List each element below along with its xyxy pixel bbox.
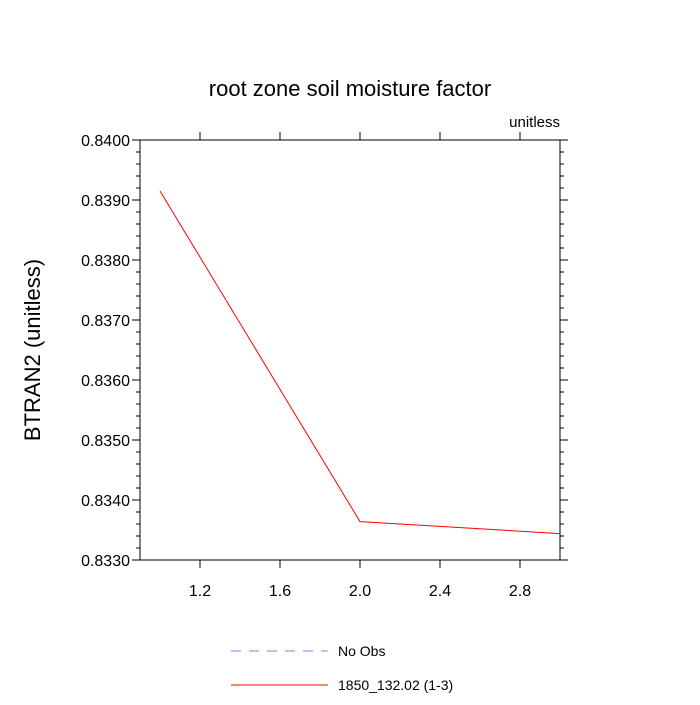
y-tick-label: 0.8390: [81, 193, 130, 210]
y-tick-label: 0.8370: [81, 313, 130, 330]
chart-title: root zone soil moisture factor: [209, 76, 491, 101]
series-line: [159, 190, 561, 535]
units-label: unitless: [509, 114, 560, 131]
x-tick-label: 2.4: [429, 583, 451, 600]
legend-label: 1850_132.02 (1-3): [338, 677, 453, 693]
legend-label: No Obs: [338, 643, 385, 659]
legend: No Obs 1850_132.02 (1-3): [231, 643, 453, 693]
x-tick-label: 2.0: [349, 583, 371, 600]
x-tick-label: 1.2: [189, 583, 211, 600]
y-tick-label: 0.8360: [81, 373, 130, 390]
x-tick-label: 2.8: [509, 583, 531, 600]
y-axis-label: BTRAN2 (unitless): [20, 259, 45, 441]
y-axis-ticks: 0.8330 0.8340 0.8350 0.8360 0.8370 0.8380 0.83…: [81, 133, 568, 570]
y-tick-label: 0.8350: [81, 433, 130, 450]
x-axis-ticks: 1.2 1.6 2.0 2.4 2.8: [189, 132, 531, 600]
x-tick-label: 1.6: [269, 583, 291, 600]
plot-frame: [139, 139, 561, 561]
series-layer: [159, 190, 561, 535]
y-tick-label: 0.8330: [81, 553, 130, 570]
y-tick-label: 0.8380: [81, 253, 130, 270]
y-tick-label: 0.8340: [81, 493, 130, 510]
y-tick-label: 0.8400: [81, 133, 130, 150]
